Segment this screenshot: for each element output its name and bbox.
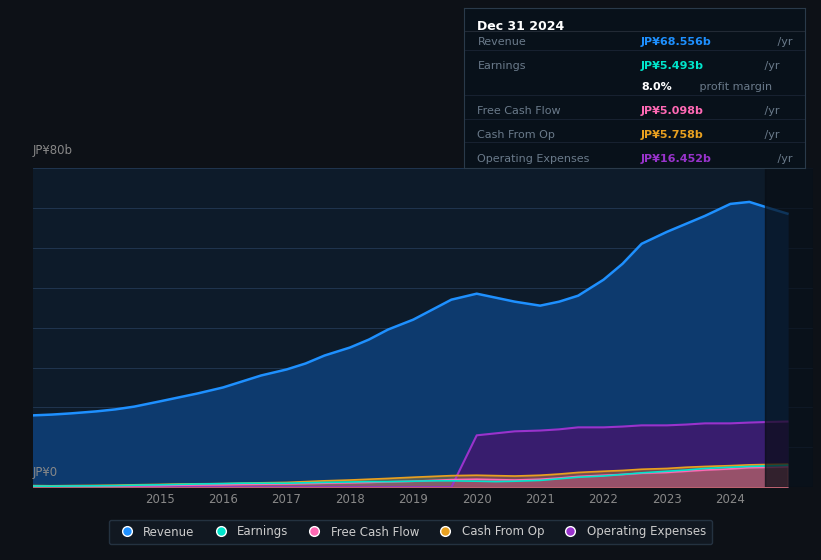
Text: /yr: /yr [761, 61, 779, 71]
Text: Operating Expenses: Operating Expenses [478, 153, 589, 164]
Text: /yr: /yr [761, 106, 779, 116]
Text: Free Cash Flow: Free Cash Flow [478, 106, 561, 116]
Text: JP¥5.493b: JP¥5.493b [641, 61, 704, 71]
Text: JP¥5.098b: JP¥5.098b [641, 106, 704, 116]
Text: /yr: /yr [761, 130, 779, 139]
Text: JP¥16.452b: JP¥16.452b [641, 153, 712, 164]
Text: /yr: /yr [774, 37, 792, 47]
Legend: Revenue, Earnings, Free Cash Flow, Cash From Op, Operating Expenses: Revenue, Earnings, Free Cash Flow, Cash … [109, 520, 712, 544]
Text: Dec 31 2024: Dec 31 2024 [478, 20, 565, 32]
Text: 8.0%: 8.0% [641, 82, 672, 92]
Text: profit margin: profit margin [696, 82, 773, 92]
Text: JP¥80b: JP¥80b [33, 144, 73, 157]
Text: Revenue: Revenue [478, 37, 526, 47]
Text: Earnings: Earnings [478, 61, 526, 71]
Text: JP¥0: JP¥0 [33, 466, 58, 479]
Text: JP¥68.556b: JP¥68.556b [641, 37, 712, 47]
Text: /yr: /yr [774, 153, 792, 164]
Text: JP¥5.758b: JP¥5.758b [641, 130, 704, 139]
Text: Cash From Op: Cash From Op [478, 130, 555, 139]
Bar [765, 168, 813, 487]
